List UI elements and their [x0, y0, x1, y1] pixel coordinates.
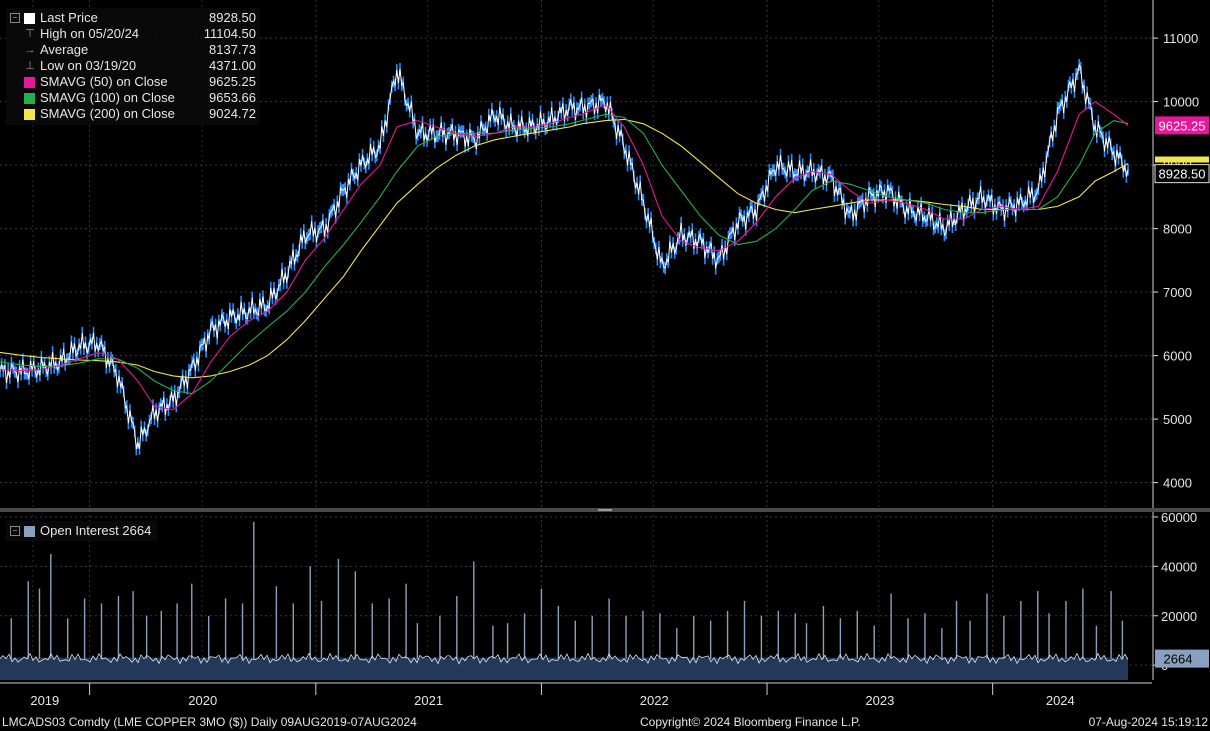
open-interest-line [0, 652, 1129, 665]
x-tick-label: 2022 [640, 693, 669, 708]
legend-label: High on 05/20/24 [40, 26, 140, 41]
legend-value: 8137.73 [209, 42, 256, 57]
legend-swatch [24, 108, 35, 120]
legend-label: SMAVG (50) on Close [40, 74, 168, 89]
legend-label: Last Price [40, 10, 98, 25]
copyright-text: Copyright© 2024 Bloomberg Finance L.P. [640, 715, 861, 729]
open-interest-label: Open Interest 2664 [40, 523, 152, 538]
legend-value: 8928.50 [209, 10, 256, 25]
legend-label: SMAVG (100) on Close [40, 90, 175, 105]
legend-value: 9653.66 [209, 90, 256, 105]
price-legend: − Last Price 8928.50−⊤ High on 05/20/24 1110… [6, 8, 260, 125]
sma200-price-tag [1155, 156, 1209, 163]
legend-swatch [24, 76, 35, 88]
legend-value: 4371.00 [209, 58, 256, 73]
sma50-line [0, 100, 1129, 411]
sma100-line [0, 113, 1129, 395]
y-tick-label: 60000 [1161, 510, 1197, 525]
x-tick-label: 2023 [865, 693, 894, 708]
legend-value: 9625.25 [209, 74, 256, 89]
sma200-line [0, 118, 1129, 379]
open-interest-swatch [24, 525, 35, 537]
collapse-icon[interactable]: − [10, 526, 20, 536]
y-tick-label: 10000 [1163, 95, 1199, 110]
legend-label: Average [40, 42, 89, 57]
legend-label: Low on 03/19/20 [40, 58, 137, 73]
legend-swatch [24, 12, 35, 24]
x-tick-label: 2019 [30, 693, 59, 708]
x-axis-band [0, 682, 1152, 712]
open-interest-tag [1155, 649, 1209, 668]
sma50-price-tag [1155, 116, 1209, 135]
legend-marker-icon: ⊥ [25, 60, 35, 72]
y-tick-label: 40000 [1161, 559, 1197, 574]
y-tick-label: 6000 [1163, 349, 1192, 364]
legend-value: 9024.72 [209, 106, 256, 121]
last-price-tag [1154, 164, 1210, 184]
pane-divider-handle-icon [598, 509, 612, 511]
ticker-description: LMCADS03 Comdty (LME COPPER 3MO ($)) Dai… [2, 715, 417, 729]
footer-bar: LMCADS03 Comdty (LME COPPER 3MO ($)) Dai… [0, 712, 1210, 731]
legend-row: − Last Price 8928.50 [10, 10, 256, 26]
x-tick-label: 2024 [1046, 693, 1075, 708]
legend-swatch [24, 92, 35, 104]
y-tick-label: 8000 [1163, 222, 1192, 237]
y-tick-label: 20000 [1161, 609, 1197, 624]
legend-value: 11104.50 [203, 26, 256, 41]
legend-marker-icon: ⊤ [25, 28, 35, 40]
last-price-tag-text: 8928.50 [1159, 167, 1206, 182]
y-tick-label: 4000 [1163, 476, 1192, 491]
x-tick-label: 2020 [188, 693, 217, 708]
y-tick-label: 7000 [1163, 285, 1192, 300]
y-tick-label: 11000 [1163, 31, 1198, 46]
open-interest-area [0, 657, 1128, 680]
timestamp: 07-Aug-2024 15:19:12 [1088, 715, 1208, 729]
last-price-line [0, 63, 1129, 450]
collapse-icon[interactable]: − [10, 13, 20, 23]
x-tick-label: 2021 [414, 693, 443, 708]
legend-label: SMAVG (200) on Close [40, 106, 175, 121]
legend-marker-icon: → [24, 44, 36, 56]
sma50-price-tag-text: 9625.25 [1159, 118, 1206, 133]
y-tick-label: 5000 [1163, 412, 1192, 427]
open-interest-legend: − Open Interest 2664 [6, 521, 158, 541]
open-interest-tag-text: 2664 [1164, 652, 1193, 667]
